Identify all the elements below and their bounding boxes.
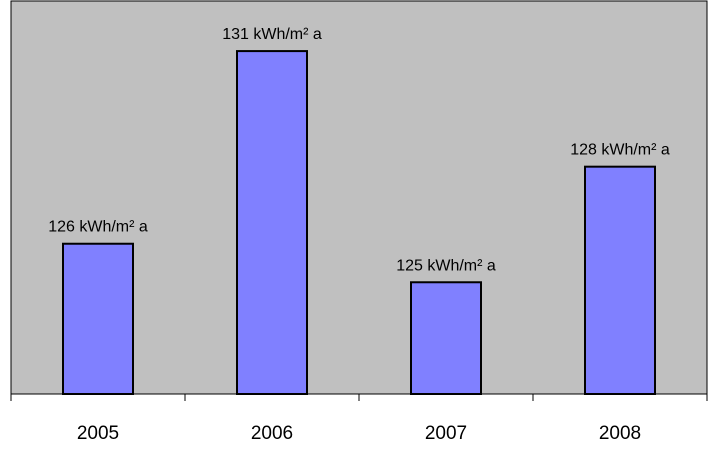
data-label-2008: 128 kWh/m² a xyxy=(570,142,670,159)
x-tick-label-2006: 2006 xyxy=(251,423,293,444)
x-tick-labels-layer: 2005 2006 2007 2008 xyxy=(77,423,641,444)
bar-2007 xyxy=(410,281,482,395)
bar-2008 xyxy=(584,165,656,395)
data-label-2005: 126 kWh/m² a xyxy=(48,219,148,236)
data-label-2006: 131 kWh/m² a xyxy=(222,26,322,43)
bar-2005 xyxy=(62,242,134,395)
x-tick-label-2005: 2005 xyxy=(77,423,119,444)
data-label-2007: 125 kWh/m² a xyxy=(396,257,496,274)
bar-2006 xyxy=(236,50,308,396)
x-tick-label-2007: 2007 xyxy=(425,423,467,444)
bars-layer xyxy=(62,50,656,396)
x-ticks-layer xyxy=(10,394,708,401)
data-labels-layer: 126 kWh/m² a 131 kWh/m² a 125 kWh/m² a 128 … xyxy=(48,26,670,274)
x-tick-label-2008: 2008 xyxy=(599,423,641,444)
